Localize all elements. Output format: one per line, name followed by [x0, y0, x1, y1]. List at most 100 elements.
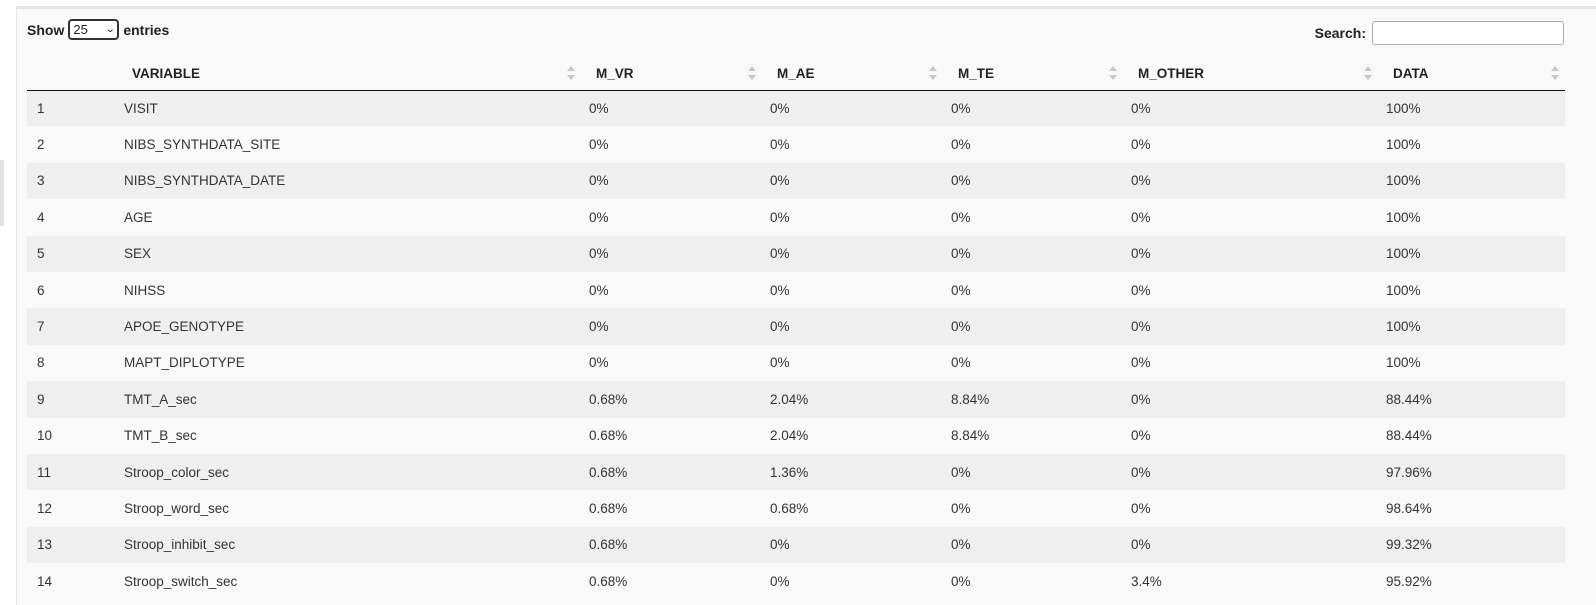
column-header-m-other[interactable]: M_OTHER	[1123, 57, 1378, 91]
cell-m-te: 0%	[943, 563, 1123, 600]
cell-data: 100%	[1378, 308, 1565, 345]
search-input[interactable]	[1372, 21, 1564, 45]
cell-index: 7	[27, 308, 116, 345]
cell-variable: APOE_GENOTYPE	[116, 308, 581, 345]
column-header-variable[interactable]: VARIABLE	[116, 57, 581, 91]
search-control: Search:	[1315, 21, 1564, 45]
cell-m-vr: 0.68%	[581, 417, 762, 454]
cell-m-ae: 0%	[762, 162, 943, 200]
cell-m-other: 0%	[1123, 490, 1378, 527]
table-row: 14 Stroop_switch_sec 0.68% 0% 0% 3.4% 95.92%	[27, 563, 1565, 600]
data-table: VARIABLE M_VR M_AE M_TE M_OTHER DATA 1 VI…	[27, 57, 1565, 600]
cell-m-te: 8.84%	[943, 417, 1123, 454]
cell-index: 1	[27, 90, 116, 127]
cell-m-other: 0%	[1123, 126, 1378, 163]
table-row: 4 AGE 0% 0% 0% 0% 100%	[27, 199, 1565, 236]
column-header-m-vr[interactable]: M_VR	[581, 57, 762, 91]
sort-icon	[1364, 65, 1372, 81]
column-header-data[interactable]: DATA	[1378, 57, 1565, 91]
chevron-down-icon: ⌄	[104, 24, 116, 35]
cell-index: 5	[27, 235, 116, 272]
cell-data: 88.44%	[1378, 381, 1565, 418]
cell-m-te: 0%	[943, 90, 1123, 127]
cell-m-te: 0%	[943, 235, 1123, 272]
cell-m-vr: 0%	[581, 162, 762, 200]
table-body: 1 VISIT 0% 0% 0% 0% 100% 2 NIBS_SYNTHDATA_SITE 0…	[27, 90, 1565, 600]
cell-index: 3	[27, 162, 116, 200]
cell-m-other: 3.4%	[1123, 563, 1378, 600]
cell-m-vr: 0%	[581, 308, 762, 345]
cell-variable: Stroop_color_sec	[116, 453, 581, 491]
cell-m-ae: 0%	[762, 126, 943, 163]
cell-variable: Stroop_inhibit_sec	[116, 526, 581, 564]
cell-data: 95.92%	[1378, 563, 1565, 600]
table-row: 12 Stroop_word_sec 0.68% 0.68% 0% 0% 98.64%	[27, 490, 1565, 527]
cell-m-vr: 0.68%	[581, 453, 762, 491]
cell-data: 100%	[1378, 126, 1565, 163]
cell-m-other: 0%	[1123, 344, 1378, 382]
cell-variable: Stroop_word_sec	[116, 490, 581, 527]
cell-index: 12	[27, 490, 116, 527]
show-label: Show	[27, 21, 65, 38]
sort-icon	[929, 65, 937, 81]
cell-m-ae: 0%	[762, 235, 943, 272]
cell-data: 88.44%	[1378, 417, 1565, 454]
cell-m-other: 0%	[1123, 162, 1378, 200]
cell-variable: MAPT_DIPLOTYPE	[116, 344, 581, 382]
cell-m-vr: 0%	[581, 199, 762, 236]
table-row: 6 NIHSS 0% 0% 0% 0% 100%	[27, 271, 1565, 309]
column-header-index[interactable]	[27, 57, 116, 91]
table-row: 2 NIBS_SYNTHDATA_SITE 0% 0% 0% 0% 100%	[27, 126, 1565, 163]
table-row: 9 TMT_A_sec 0.68% 2.04% 8.84% 0% 88.44%	[27, 381, 1565, 418]
cell-m-other: 0%	[1123, 235, 1378, 272]
cell-m-ae: 0%	[762, 199, 943, 236]
cell-index: 10	[27, 417, 116, 454]
cell-m-ae: 0%	[762, 563, 943, 600]
cell-variable: NIBS_SYNTHDATA_SITE	[116, 126, 581, 163]
cell-m-other: 0%	[1123, 308, 1378, 345]
cell-m-ae: 0%	[762, 90, 943, 127]
cell-variable: AGE	[116, 199, 581, 236]
cell-m-other: 0%	[1123, 453, 1378, 491]
column-header-m-ae[interactable]: M_AE	[762, 57, 943, 91]
cell-data: 100%	[1378, 235, 1565, 272]
cell-index: 13	[27, 526, 116, 564]
cell-m-vr: 0%	[581, 235, 762, 272]
datatable-panel: Show 25 ⌄ entries Search: VARIABLE M_VR …	[16, 6, 1596, 605]
cell-m-te: 0%	[943, 126, 1123, 163]
table-row: 3 NIBS_SYNTHDATA_DATE 0% 0% 0% 0% 100%	[27, 162, 1565, 200]
sort-icon	[567, 65, 575, 81]
search-label: Search:	[1314, 25, 1366, 41]
entries-select[interactable]: 25 ⌄	[68, 19, 120, 40]
cell-m-other: 0%	[1123, 526, 1378, 564]
cell-data: 100%	[1378, 199, 1565, 236]
cell-m-ae: 0.68%	[762, 490, 943, 527]
cell-m-te: 0%	[943, 271, 1123, 309]
cell-m-vr: 0%	[581, 126, 762, 163]
cell-variable: NIHSS	[116, 271, 581, 309]
cell-m-te: 0%	[943, 526, 1123, 564]
cell-m-ae: 0%	[762, 526, 943, 564]
cell-data: 100%	[1378, 162, 1565, 200]
table-row: 13 Stroop_inhibit_sec 0.68% 0% 0% 0% 99.32%	[27, 526, 1565, 564]
cell-m-te: 8.84%	[943, 381, 1123, 418]
cell-m-other: 0%	[1123, 381, 1378, 418]
cell-m-te: 0%	[943, 308, 1123, 345]
cell-m-ae: 1.36%	[762, 453, 943, 491]
cell-m-vr: 0.68%	[581, 526, 762, 564]
table-row: 7 APOE_GENOTYPE 0% 0% 0% 0% 100%	[27, 308, 1565, 345]
cell-m-vr: 0%	[581, 271, 762, 309]
sort-icon	[1109, 65, 1117, 81]
column-header-m-te[interactable]: M_TE	[943, 57, 1123, 91]
table-row: 1 VISIT 0% 0% 0% 0% 100%	[27, 90, 1565, 127]
entries-length-control: Show 25 ⌄ entries	[27, 19, 169, 40]
sort-icon	[748, 65, 756, 81]
cell-variable: NIBS_SYNTHDATA_DATE	[116, 162, 581, 200]
cell-data: 99.32%	[1378, 526, 1565, 564]
cell-m-te: 0%	[943, 199, 1123, 236]
cell-m-other: 0%	[1123, 271, 1378, 309]
cell-data: 100%	[1378, 344, 1565, 382]
cell-index: 2	[27, 126, 116, 163]
cell-m-te: 0%	[943, 490, 1123, 527]
cell-data: 97.96%	[1378, 453, 1565, 491]
